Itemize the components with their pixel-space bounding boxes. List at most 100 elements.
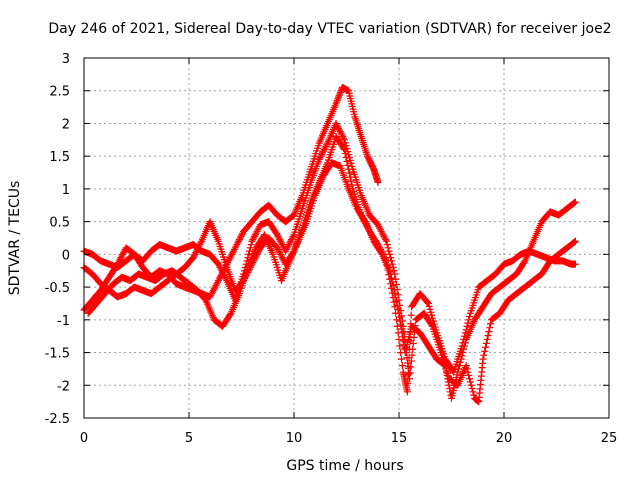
data-point (219, 268, 227, 276)
data-point (214, 277, 222, 285)
data-point (446, 385, 454, 393)
data-point (235, 237, 243, 245)
data-point (322, 142, 330, 150)
data-point (388, 278, 396, 286)
data-point (403, 388, 411, 396)
data-point (273, 244, 281, 252)
data-point (117, 254, 125, 262)
data-point (424, 298, 432, 306)
series-track-d (84, 159, 579, 402)
y-tick-label: 1 (62, 183, 70, 198)
data-point (234, 239, 242, 247)
data-point (395, 309, 403, 317)
y-tick-label: 2 (62, 117, 70, 132)
data-point (232, 242, 240, 250)
data-point (114, 260, 122, 268)
data-point (483, 335, 491, 343)
data-point (391, 290, 399, 298)
data-point (398, 325, 406, 333)
data-point (465, 316, 473, 324)
data-point (393, 301, 401, 309)
data-point (459, 349, 467, 357)
y-tick-label: -2 (57, 379, 70, 394)
data-point (283, 244, 291, 252)
data-point (316, 154, 324, 162)
data-point (398, 329, 406, 337)
data-point (332, 100, 340, 108)
data-point (315, 155, 323, 163)
data-point (216, 263, 224, 271)
data-point (406, 375, 413, 383)
data-point (571, 237, 579, 245)
data-point (289, 232, 297, 240)
data-point (347, 177, 355, 185)
data-point (392, 280, 400, 288)
data-point (457, 355, 465, 363)
data-point (236, 234, 244, 242)
data-point (443, 371, 451, 379)
data-point (427, 308, 435, 316)
data-point (277, 237, 285, 245)
data-point (395, 335, 403, 343)
grid-lines (84, 58, 609, 418)
x-tick-label: 10 (286, 431, 303, 446)
data-point (275, 234, 283, 242)
data-point (404, 379, 412, 387)
data-point (287, 237, 295, 245)
data-point (425, 302, 433, 310)
data-point (338, 131, 346, 139)
data-point (348, 181, 356, 189)
data-point (274, 245, 282, 253)
data-point (468, 385, 476, 393)
data-point (464, 319, 472, 327)
data-point (348, 162, 356, 170)
axis-ticks: 0 5 10 15 20 25 -2.5 -2 -1.5 -1 -0.5 0 0.5 1 1.5 2 2.5 3 (45, 52, 618, 446)
data-point (214, 260, 222, 268)
data-point (209, 286, 217, 294)
data-point (192, 249, 200, 257)
data-point (321, 144, 329, 152)
data-point (465, 371, 473, 379)
data-point (397, 321, 405, 329)
y-tick-label: 0 (62, 248, 70, 263)
data-point (484, 332, 492, 340)
data-point (229, 249, 237, 257)
data-point (479, 355, 487, 363)
data-point (333, 121, 341, 129)
data-point (246, 244, 254, 252)
data-point (336, 90, 344, 98)
data-point (224, 257, 232, 265)
data-point (374, 178, 382, 186)
data-point (405, 369, 413, 377)
data-point (208, 290, 216, 298)
data-point (341, 139, 349, 147)
series-track-c (80, 119, 579, 406)
data-point (454, 368, 462, 376)
data-point (428, 311, 436, 319)
data-point (487, 320, 495, 328)
data-point (378, 229, 386, 237)
data-point (377, 249, 385, 257)
data-point (390, 267, 398, 275)
data-point (571, 198, 579, 206)
data-point (210, 285, 218, 293)
data-point (570, 239, 578, 247)
data-point (215, 275, 223, 283)
data-point (463, 322, 471, 330)
data-point (481, 347, 489, 355)
data-point (393, 322, 401, 330)
data-point (485, 328, 493, 336)
data-point (209, 288, 217, 296)
data-point (336, 88, 344, 96)
data-point (334, 123, 342, 131)
data-point (387, 274, 395, 282)
data-point (219, 270, 227, 278)
data-point (277, 252, 285, 260)
data-point (245, 250, 253, 258)
data-point (374, 221, 382, 229)
data-point (245, 247, 253, 255)
data-point (237, 232, 245, 240)
data-point (249, 236, 257, 244)
chart-title: Day 246 of 2021, Sidereal Day-to-day VTE… (48, 21, 611, 37)
